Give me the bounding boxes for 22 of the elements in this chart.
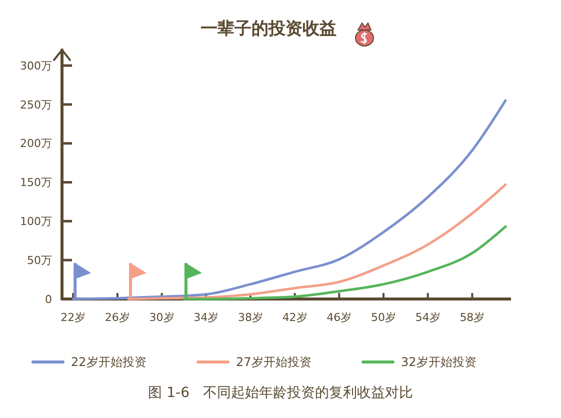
x-tick-label: 58岁 (460, 311, 485, 324)
x-tick-label: 54岁 (415, 311, 440, 324)
x-tick-label: 42岁 (282, 311, 308, 324)
y-tick-label: 0 (45, 292, 52, 306)
x-tick-label: 22岁 (60, 311, 86, 324)
x-tick-label: 46岁 (326, 311, 352, 324)
x-tick-label: 26岁 (104, 311, 130, 324)
chart-title: 一辈子的投资收益 (200, 19, 336, 39)
x-tick-label: 50岁 (371, 311, 396, 324)
x-tick-label: 30岁 (149, 311, 174, 324)
y-tick-label: 50万 (27, 254, 52, 267)
y-tick-label: 300万 (20, 59, 52, 72)
y-tick-label: 200万 (20, 137, 52, 150)
x-tick-label: 34岁 (194, 311, 219, 324)
y-tick-label: 250万 (20, 98, 52, 112)
legend-label: 32岁开始投资 (401, 355, 476, 370)
x-tick-label: 38岁 (238, 311, 263, 324)
legend-label: 22岁开始投资 (71, 355, 146, 370)
caption: 图 1-6 不同起始年龄投资的复利收益对比 (148, 385, 413, 401)
y-tick-label: 100万 (20, 215, 52, 228)
legend-label: 27岁开始投资 (236, 355, 312, 370)
y-tick-label: 150万 (20, 176, 52, 190)
